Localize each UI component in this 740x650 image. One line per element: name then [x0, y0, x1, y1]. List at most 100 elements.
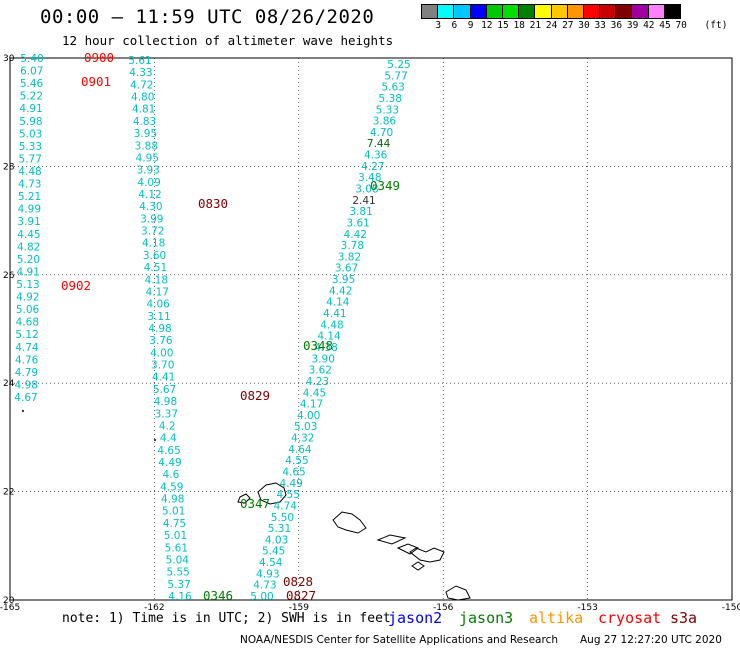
lon-label: -150	[722, 603, 740, 613]
wave-height-value: 5.77	[384, 70, 407, 82]
wave-height-value: 5.37	[167, 579, 190, 591]
wave-height-value: 3.61	[346, 217, 369, 229]
wave-height-value: 4.98	[15, 379, 38, 391]
wave-height-value: 4.42	[329, 285, 352, 297]
wave-height-value: 4.48	[320, 319, 343, 331]
wave-height-value: 3.95	[332, 274, 355, 286]
wave-height-value: 5.50	[271, 512, 294, 524]
pass-time-label: 0828	[283, 574, 313, 589]
satellite-name-altika: altika	[529, 609, 584, 627]
wave-height-value: 4.92	[16, 292, 39, 304]
wave-height-value: 4.00	[297, 410, 320, 422]
wave-height-value: 5.01	[162, 506, 185, 518]
legend-label: 18	[513, 20, 525, 31]
lon-label: -159	[289, 603, 310, 613]
lat-label: 28	[3, 162, 15, 172]
wave-height-value: 4.81	[132, 104, 155, 116]
wave-height-value: 3.70	[151, 360, 174, 372]
satellite-name-jason3: jason3	[459, 609, 514, 627]
pass-time-label: 0346	[203, 588, 233, 603]
legend-label: 9	[467, 20, 474, 31]
pass-time-label: 0901	[81, 74, 111, 89]
wave-height-value: 4.17	[300, 399, 323, 411]
lon-label: -153	[577, 603, 597, 613]
island-dot	[22, 410, 24, 412]
lon-label: -165	[0, 603, 20, 613]
wave-height-value: 4.99	[18, 204, 41, 216]
legend-label: 33	[594, 20, 606, 31]
wave-height-value: 4.73	[18, 179, 41, 191]
wave-height-value: 5.61	[165, 542, 188, 554]
wave-height-value: 4.48	[18, 166, 41, 178]
wave-height-value: 4.93	[256, 568, 279, 580]
wave-height-value: 4.98	[161, 494, 184, 506]
wave-height-value: 4.49	[158, 457, 181, 469]
satellite-name-cryosat: cryosat	[598, 609, 662, 627]
wave-height-value: 4.27	[361, 161, 384, 173]
wave-height-value: 3.86	[373, 116, 397, 128]
wave-height-value: 5.45	[262, 546, 285, 558]
wave-height-value: 5.33	[19, 141, 42, 153]
credit-line: NOAA/NESDIS Center for Satellite Applica…	[240, 634, 558, 646]
wave-height-value: 5.77	[19, 153, 42, 165]
legend-label: 12	[481, 20, 493, 31]
wave-height-value: 5.20	[17, 254, 40, 266]
axis-labels: 30 28 26 24 22 20-165 -162 -159 -156 -153 -150	[0, 54, 740, 613]
wave-height-value: 4.18	[145, 274, 168, 286]
pass-time-label: 0827	[286, 588, 316, 603]
legend-label: 70	[675, 20, 687, 31]
wave-height-value: 3.88	[135, 140, 158, 152]
legend-unit: (ft)	[704, 20, 728, 31]
wave-height-value: 3.08	[355, 184, 378, 196]
wave-height-value: 4.64	[288, 444, 312, 456]
wave-height-value: 2.41	[352, 195, 375, 207]
pass-time-label: 0829	[240, 388, 270, 403]
wave-height-value: 4.6	[163, 469, 180, 481]
lat-label: 24	[3, 379, 15, 389]
lon-label: -156	[433, 603, 454, 613]
map-frame	[9, 57, 733, 601]
pass-time-label: 0830	[198, 196, 228, 211]
wave-height-value: 4.36	[364, 150, 388, 162]
wave-height-value: 4.12	[138, 189, 161, 201]
legend-label: 24	[545, 20, 558, 31]
pass-time-label: 0347	[240, 496, 270, 511]
wave-height-value: 4.72	[130, 79, 153, 91]
wave-height-value: 4.75	[163, 518, 186, 530]
wave-height-value: 4.68	[16, 317, 39, 329]
wave-height-value: 4.18	[142, 238, 165, 250]
legend-label: 3	[435, 20, 442, 31]
wave-height-value: 3.67	[335, 263, 358, 275]
island-outline	[332, 511, 367, 534]
wave-height-value: 4.80	[131, 92, 154, 104]
pass-time-label: 0902	[61, 278, 91, 293]
wave-height-value: 3.60	[143, 250, 166, 262]
wave-height-value: 4.45	[17, 229, 40, 241]
wave-height-value: 4.23	[306, 376, 329, 388]
wave-height-value: 4.83	[133, 116, 156, 128]
wave-height-value: 5.63	[381, 82, 404, 94]
wave-height-value: 4.32	[291, 433, 314, 445]
wave-height-value: 5.25	[387, 59, 410, 71]
wave-height-value: 4.76	[15, 354, 39, 366]
legend-swatch	[663, 4, 681, 19]
wave-height-value: 5.00	[250, 591, 273, 603]
wave-height-value: 4.41	[323, 308, 346, 320]
track-values: 5.406.075.465.224.915.985.035.335.774.48…	[14, 53, 410, 603]
wave-height-value: 4.67	[14, 392, 37, 404]
wave-height-value: 4.65	[282, 466, 305, 478]
wave-height-value: 5.55	[166, 567, 189, 579]
legend-label: 27	[562, 20, 574, 31]
lat-label: 22	[3, 488, 14, 498]
wave-height-value: 7.44	[367, 138, 391, 150]
wave-height-value: 4.30	[139, 201, 162, 213]
wave-height-value: 4.2	[159, 420, 176, 432]
footer-note: note: 1) Time is in UTC; 2) SWH is in fe…	[62, 611, 391, 626]
wave-height-value: 3.37	[155, 408, 178, 420]
pass-time-label: 0900	[84, 50, 114, 65]
wave-height-value: 4.41	[152, 372, 175, 384]
legend-label: 6	[451, 20, 458, 31]
wave-height-value: 5.31	[268, 523, 291, 535]
wave-height-value: 4.45	[303, 387, 326, 399]
